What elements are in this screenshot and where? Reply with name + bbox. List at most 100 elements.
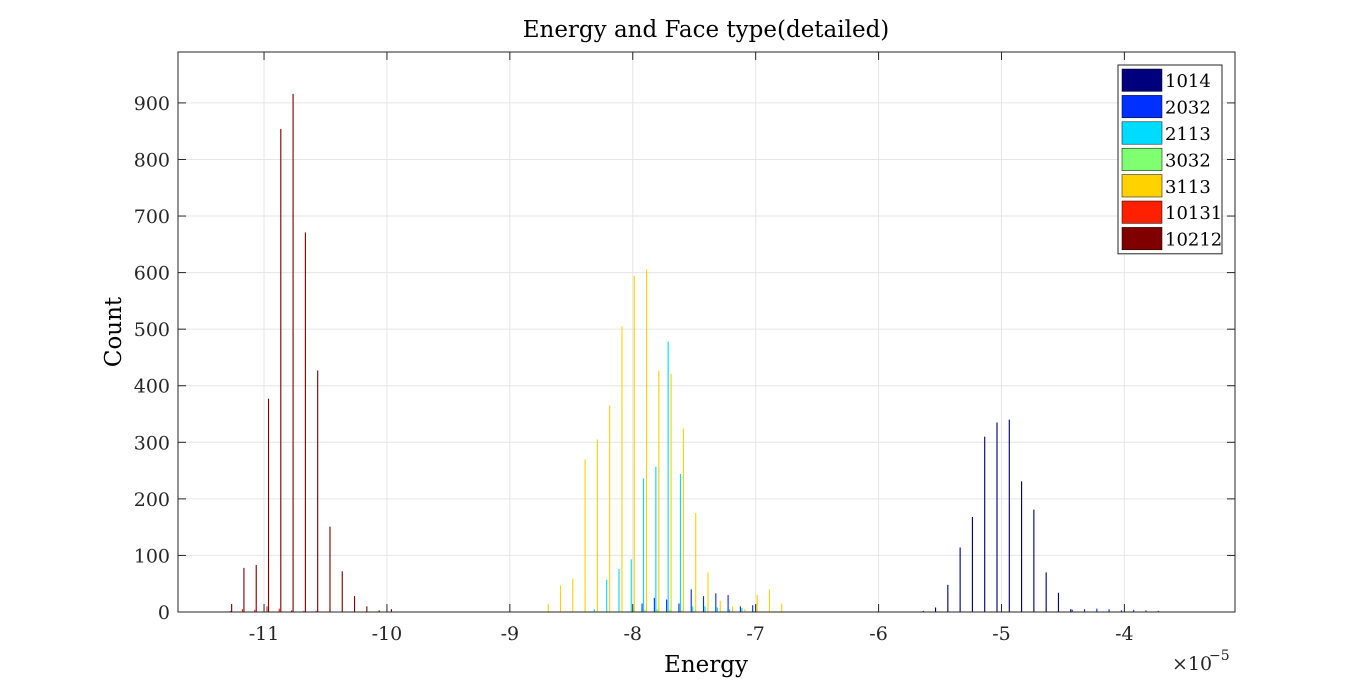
x-tick-label: -11: [249, 623, 280, 645]
grid-lines: [178, 52, 1235, 613]
legend-label: 10131: [1165, 203, 1222, 224]
bar-2113: [679, 473, 681, 612]
bar-3113: [621, 326, 623, 612]
legend-swatch: [1121, 200, 1163, 224]
bar-10131: [254, 609, 256, 612]
chart-title: Energy and Face type(detailed): [523, 17, 890, 43]
bar-1014: [959, 547, 961, 612]
bar-3113: [756, 595, 758, 612]
bar-2113: [704, 606, 706, 612]
x-axis-label: Energy: [664, 652, 748, 678]
y-tick-label: 400: [134, 376, 170, 398]
bar-2032: [1096, 608, 1098, 612]
legend-item-3032: 3032: [1121, 147, 1211, 171]
bar-10131: [291, 610, 293, 612]
bar-2032: [752, 605, 754, 612]
bar-1014: [1045, 572, 1047, 612]
x-tick-label: -6: [869, 623, 888, 645]
bar-2032: [1157, 610, 1159, 612]
bar-10212: [390, 609, 392, 612]
legend-label: 3032: [1165, 150, 1211, 171]
bar-1014: [947, 584, 949, 612]
y-tick-label: 700: [134, 206, 170, 228]
bar-10212: [304, 232, 306, 612]
bar-3113: [645, 269, 648, 612]
bar-3113: [719, 600, 721, 612]
bar-10212: [341, 571, 343, 612]
x-axis-exponent-power: −5: [1209, 648, 1230, 664]
bar-2113: [655, 466, 657, 612]
bar-2032: [653, 597, 655, 612]
bar-1014: [971, 516, 973, 612]
bar-1014: [1008, 419, 1010, 612]
bar-2032: [727, 595, 729, 612]
bar-2032: [715, 593, 717, 612]
bar-2032: [1120, 610, 1122, 612]
legend-swatch: [1121, 174, 1163, 198]
legend-label: 10212: [1165, 230, 1222, 251]
legend-label: 2113: [1165, 124, 1211, 145]
y-tick-label: 500: [134, 319, 170, 341]
legend-item-10212: 10212: [1121, 227, 1222, 251]
legend-item-10131: 10131: [1121, 200, 1222, 224]
bar-1014: [1070, 609, 1072, 612]
legend-swatch: [1121, 68, 1163, 92]
y-tick-label: 800: [134, 149, 170, 171]
bar-3032: [681, 610, 683, 612]
bar-1014: [984, 436, 986, 612]
bar-10212: [280, 128, 282, 612]
legend-swatch: [1121, 121, 1163, 145]
legend-label: 1014: [1165, 71, 1211, 92]
legend-label: 3113: [1165, 177, 1211, 198]
bar-3113: [682, 428, 684, 612]
bar-3113: [559, 585, 562, 612]
y-tick-label: 100: [134, 545, 170, 567]
bar-2032: [1071, 609, 1073, 612]
bar-3113: [695, 513, 697, 612]
x-tick-label: -4: [1115, 623, 1134, 645]
plot-frame: [177, 51, 1236, 613]
y-tick-label: 0: [158, 602, 170, 624]
bar-3113: [609, 405, 611, 612]
bar-2113: [606, 579, 608, 612]
bar-1014: [1057, 592, 1060, 612]
bar-10212: [231, 604, 233, 612]
bar-2113: [667, 341, 669, 612]
bar-10131: [303, 610, 305, 612]
bar-10212: [267, 398, 270, 612]
axis-ticks: -11 -10 -9 -8 -7 -6 -5 -4 0 100 200 300 400 500 600 700…: [134, 52, 1235, 645]
bar-2032: [690, 589, 692, 612]
bar-10131: [278, 608, 280, 612]
bar-3113: [781, 603, 783, 612]
bar-3032: [669, 609, 671, 612]
bar-2032: [1145, 610, 1147, 612]
bar-2113: [716, 607, 718, 612]
bar-3113: [732, 606, 734, 612]
bar-10212: [353, 596, 356, 612]
bar-2113: [741, 608, 743, 612]
bar-10212: [317, 370, 319, 612]
bar-2032: [666, 599, 668, 612]
legend-swatch: [1121, 227, 1163, 251]
bar-2032: [641, 603, 643, 612]
bar-10131: [241, 609, 243, 612]
bar-10212: [329, 526, 331, 612]
bar-3113: [547, 604, 549, 612]
bar-2113: [729, 609, 731, 612]
bar-3113: [707, 572, 709, 612]
bar-2113: [642, 478, 645, 612]
legend-item-1014: 1014: [1121, 68, 1211, 92]
bar-3113: [744, 609, 746, 612]
y-tick-label: 900: [134, 93, 170, 115]
y-tick-label: 200: [134, 489, 170, 511]
bar-2113: [692, 606, 694, 612]
y-tick-label: 300: [134, 432, 170, 454]
bar-1014: [996, 422, 998, 612]
bar-3032: [656, 609, 658, 612]
bar-1014: [1021, 481, 1023, 612]
bar-10212: [243, 567, 245, 612]
legend-swatch: [1121, 147, 1163, 171]
bar-3113: [768, 589, 771, 612]
x-tick-label: -8: [623, 623, 642, 645]
bar-3113: [633, 276, 635, 612]
